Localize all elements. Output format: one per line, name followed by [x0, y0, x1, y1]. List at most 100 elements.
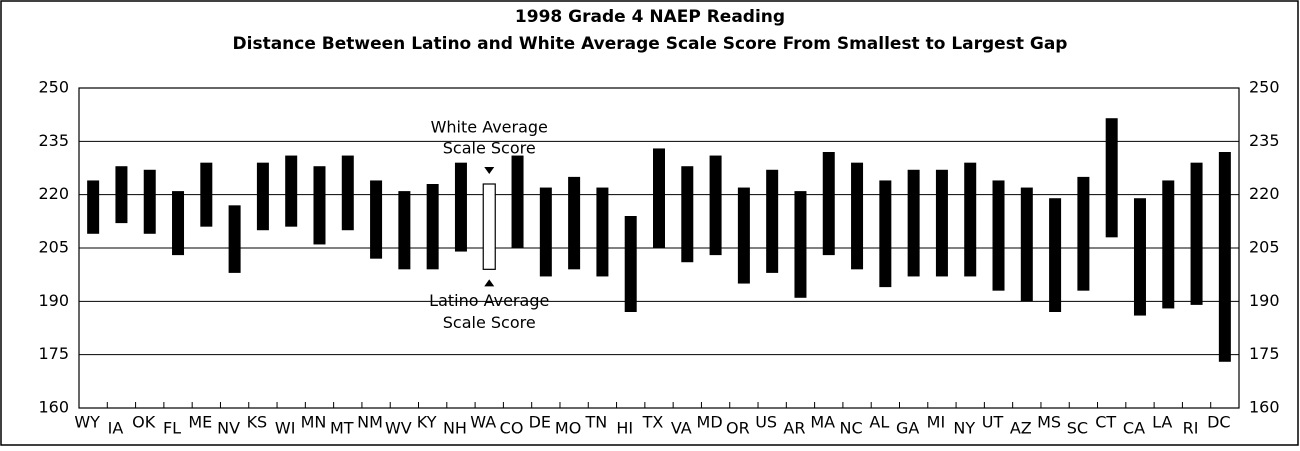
x-tick-label: WY	[74, 413, 100, 432]
range-bar	[1162, 180, 1175, 309]
range-bar	[115, 166, 128, 224]
range-bar	[992, 180, 1005, 291]
range-bar	[341, 155, 354, 231]
x-tick-label: NH	[443, 419, 467, 438]
x-tick-label: WV	[385, 419, 412, 438]
x-tick-label: UT	[982, 413, 1004, 432]
chart-subtitle: Distance Between Latino and White Averag…	[233, 34, 1068, 54]
range-bar	[370, 180, 383, 259]
range-bar	[737, 187, 750, 284]
x-tick-label: NV	[217, 419, 240, 438]
x-tick-label: CT	[1095, 413, 1116, 432]
range-bar	[822, 152, 835, 256]
x-tick-label: KY	[417, 413, 437, 432]
x-tick-label: AR	[783, 419, 805, 438]
x-tick-label: CO	[500, 419, 524, 438]
x-tick-label: WA	[470, 413, 496, 432]
range-bar	[709, 155, 722, 256]
x-tick-label: MT	[330, 419, 354, 438]
range-bar	[256, 162, 269, 231]
x-tick-label: AZ	[1010, 419, 1032, 438]
x-tick-label: US	[755, 413, 777, 432]
y-tick-label: 250	[38, 78, 69, 97]
range-bar	[596, 187, 609, 277]
x-tick-label: WI	[275, 419, 296, 438]
annotation: Scale Score	[443, 139, 536, 158]
x-tick-label: TX	[642, 413, 664, 432]
x-tick-label: AL	[869, 413, 889, 432]
annotation: Scale Score	[443, 313, 536, 332]
y-tick-label: 220	[38, 184, 69, 203]
range-bar	[172, 191, 185, 256]
range-bar	[1218, 152, 1231, 362]
annotation-arrow	[484, 279, 495, 287]
range-bar	[907, 169, 920, 277]
range-bar	[624, 216, 637, 312]
x-tick-label: DE	[529, 413, 551, 432]
range-bar	[1190, 162, 1203, 305]
y-tick-label: 235	[38, 131, 69, 150]
x-tick-label: OK	[132, 413, 156, 432]
range-bar	[454, 162, 467, 252]
range-bar	[1105, 118, 1118, 238]
x-tick-label: TN	[585, 413, 608, 432]
x-tick-label: IA	[108, 419, 124, 438]
range-bar	[228, 205, 241, 273]
y2-tick-label: 250	[1249, 78, 1280, 97]
range-bar	[200, 162, 213, 227]
range-bar	[766, 169, 779, 273]
y2-tick-label: 220	[1249, 184, 1280, 203]
y-tick-label: 205	[38, 238, 69, 257]
range-bar	[426, 184, 439, 270]
y-tick-label: 190	[38, 291, 69, 310]
range-bar	[1020, 187, 1033, 302]
range-bar	[794, 191, 807, 298]
range-bar	[935, 169, 948, 277]
range-bar	[285, 155, 298, 227]
range-bar	[539, 187, 552, 277]
x-tick-label: LA	[1152, 413, 1172, 432]
range-bar	[653, 148, 665, 248]
range-bar	[1049, 198, 1062, 312]
range-bar	[1077, 176, 1090, 291]
y-tick-label: 175	[38, 344, 69, 363]
x-tick-label: CA	[1123, 419, 1145, 438]
x-tick-label: MD	[697, 413, 723, 432]
x-tick-label: GA	[896, 419, 919, 438]
x-tick-label: DC	[1207, 413, 1231, 432]
range-bar	[851, 162, 864, 270]
range-bar	[879, 180, 892, 288]
annotation: Latino Average	[429, 291, 549, 310]
y-tick-label: 160	[38, 398, 69, 417]
x-tick-label: RI	[1183, 419, 1199, 438]
x-tick-label: NM	[357, 413, 383, 432]
annotation-arrow	[484, 167, 495, 174]
x-tick-label: NC	[839, 419, 862, 438]
range-bar	[143, 169, 156, 234]
chart-title: 1998 Grade 4 NAEP Reading	[515, 7, 785, 27]
range-bar	[681, 166, 694, 263]
range-bar	[398, 191, 411, 270]
x-tick-label: KS	[247, 413, 268, 432]
x-tick-label: VA	[671, 419, 692, 438]
x-tick-label: MI	[927, 413, 946, 432]
x-tick-label: ME	[188, 413, 212, 432]
y2-tick-label: 190	[1249, 291, 1280, 310]
range-bar	[87, 180, 100, 234]
range-bar	[511, 155, 524, 248]
x-tick-label: MN	[301, 413, 327, 432]
range-bar	[964, 162, 977, 277]
y2-tick-label: 175	[1249, 344, 1280, 363]
y2-tick-label: 205	[1249, 238, 1280, 257]
annotation: White Average	[431, 118, 548, 137]
y2-tick-label: 160	[1249, 398, 1280, 417]
y2-tick-label: 235	[1249, 131, 1280, 150]
range-bar	[568, 176, 581, 270]
x-tick-label: SC	[1067, 419, 1088, 438]
range-bar	[482, 183, 496, 270]
x-tick-label: MO	[555, 419, 581, 438]
range-bar	[1133, 198, 1146, 316]
range-bar	[313, 166, 326, 245]
